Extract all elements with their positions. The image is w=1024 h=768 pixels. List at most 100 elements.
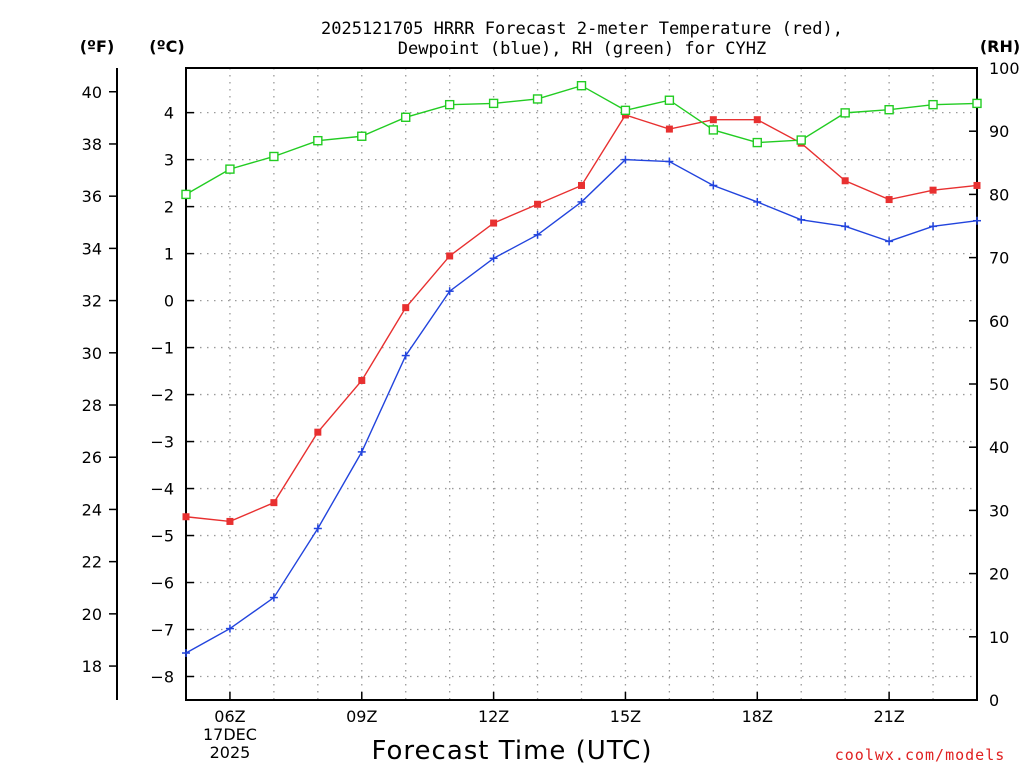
celsius-tick-label: 3: [164, 151, 174, 170]
rh-unit-label: (RH): [980, 37, 1020, 56]
fahrenheit-tick-label: 34: [82, 239, 102, 258]
rh-point: [708, 125, 719, 135]
fahrenheit-tick-label: 26: [82, 448, 102, 467]
gridlines: [186, 68, 977, 700]
2-meter-temperature-point: [314, 428, 322, 436]
rh-tick-label: 0: [989, 691, 999, 710]
rh-tick-label: 10: [989, 628, 1009, 647]
rh-tick-label: 60: [989, 312, 1009, 331]
rh-point: [444, 99, 455, 110]
dewpoint-point: [665, 157, 674, 166]
celsius-tick-label: −2: [150, 386, 174, 405]
rh-tick-label: 50: [989, 375, 1009, 394]
2-meter-temperature-point: [665, 125, 673, 133]
2-meter-temperature-point: [270, 499, 278, 507]
celsius-tick-label: −7: [150, 621, 174, 640]
rh-tick-label: 30: [989, 501, 1009, 520]
x-tick-label: 15Z: [610, 707, 641, 726]
tick-labels: −8−7−6−5−4−3−2−1012341820222426283032343…: [82, 59, 1020, 762]
celsius-tick-label: 0: [164, 292, 174, 311]
rh-point: [532, 94, 543, 104]
rh-tick-label: 20: [989, 565, 1009, 584]
dewpoint-point: [841, 222, 850, 231]
fahrenheit-tick-label: 36: [82, 187, 102, 206]
celsius-tick-label: −3: [150, 433, 174, 452]
rh-tick-label: 100: [989, 59, 1020, 78]
rh-point: [357, 131, 367, 141]
celsius-tick-label: −4: [150, 480, 174, 499]
fahrenheit-tick-label: 40: [82, 83, 102, 102]
2-meter-temperature-point: [753, 116, 761, 124]
x-tick-label: 12Z: [478, 707, 509, 726]
2-meter-temperature-point: [709, 116, 717, 124]
dewpoint-point: [709, 181, 718, 190]
fahrenheit-tick-label: 30: [82, 344, 102, 363]
dewpoint-point: [489, 254, 498, 263]
celsius-tick-label: −1: [150, 339, 174, 358]
2-meter-temperature-point: [534, 200, 542, 208]
2-meter-temperature-point: [841, 177, 849, 185]
dewpoint-point: [929, 222, 938, 231]
rh-point: [225, 164, 235, 174]
rh-point: [972, 98, 982, 109]
dewpoint-point: [621, 155, 630, 164]
fahrenheit-unit-label: (ºF): [80, 37, 115, 56]
2-meter-temperature-point: [182, 513, 190, 521]
x-axis-label: Forecast Time (UTC): [371, 736, 652, 766]
x-tick-label: 06Z: [214, 707, 245, 726]
rh-point: [620, 105, 631, 116]
rh-point: [488, 98, 499, 109]
dewpoint-point: [401, 351, 410, 360]
rh-point: [576, 80, 587, 91]
dewpoint-point: [797, 215, 806, 224]
x-tick-label: 18Z: [742, 707, 773, 726]
rh-tick-label: 80: [989, 185, 1009, 204]
fahrenheit-tick-label: 18: [82, 657, 102, 676]
2-meter-temperature-point: [885, 196, 893, 204]
fahrenheit-tick-label: 28: [82, 396, 102, 415]
dewpoint-point: [973, 216, 981, 225]
dewpoint-point: [885, 237, 894, 246]
dewpoint-point: [357, 447, 366, 456]
rh-tick-label: 90: [989, 122, 1009, 141]
dewpoint-point: [225, 624, 234, 633]
fahrenheit-tick-label: 32: [82, 292, 102, 311]
rh-tick-label: 40: [989, 438, 1009, 457]
dewpoint-point: [269, 593, 278, 602]
x-tick-label: 2025: [210, 743, 251, 762]
dewpoint-point: [577, 197, 586, 206]
rh-point: [796, 135, 806, 145]
fahrenheit-tick-label: 38: [82, 135, 102, 154]
2-meter-temperature-point: [402, 304, 410, 312]
x-tick-label: 17DEC: [203, 725, 257, 744]
series-layer: [181, 80, 982, 658]
2-meter-temperature-point: [226, 517, 234, 525]
dewpoint-point: [182, 649, 190, 658]
credit-text: coolwx.com/models: [835, 746, 1006, 764]
rh-point: [752, 137, 762, 148]
celsius-tick-label: −6: [150, 574, 174, 593]
x-tick-label: 09Z: [346, 707, 377, 726]
rh-point: [401, 112, 411, 122]
chart-title-line-2: Dewpoint (blue), RH (green) for CYHZ: [398, 39, 766, 59]
rh-point: [181, 189, 191, 200]
dewpoint-point: [753, 197, 762, 206]
axes: [109, 67, 978, 701]
fahrenheit-tick-label: 24: [82, 500, 102, 519]
2-meter-temperature-point: [973, 181, 981, 189]
rh-point: [664, 95, 675, 105]
rh-point: [840, 108, 850, 118]
celsius-unit-label: (ºC): [149, 37, 184, 56]
celsius-tick-label: 2: [164, 198, 174, 217]
celsius-tick-label: −5: [150, 527, 174, 546]
rh-point: [269, 151, 279, 162]
chart-title-line-1: 2025121705 HRRR Forecast 2-meter Tempera…: [321, 19, 843, 39]
2-meter-temperature-point: [929, 186, 937, 194]
x-tick-label: 21Z: [873, 707, 904, 726]
rh-tick-label: 70: [989, 249, 1009, 268]
dewpoint-point: [533, 230, 542, 239]
2-meter-temperature-point: [578, 181, 585, 189]
2-meter-temperature-point: [358, 376, 366, 384]
dewpoint-point: [445, 287, 454, 296]
